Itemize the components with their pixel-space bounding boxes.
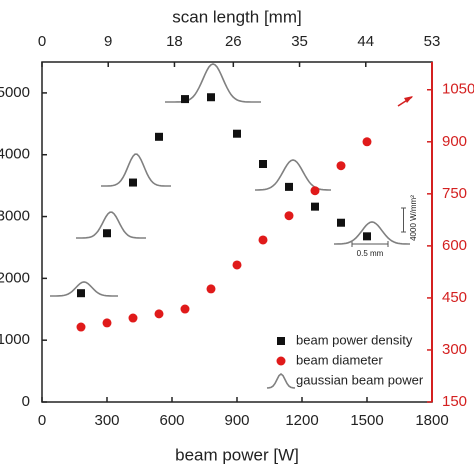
point bbox=[102, 318, 112, 328]
scale-length-label: 0.5 mm bbox=[357, 249, 384, 258]
x2-tick-label: 18 bbox=[166, 33, 183, 50]
legend-marker bbox=[276, 356, 286, 366]
y-tick-label: 4000 bbox=[0, 146, 30, 163]
x-tick-label: 0 bbox=[38, 412, 46, 429]
point bbox=[128, 313, 138, 323]
arrow-head bbox=[404, 96, 413, 103]
point bbox=[337, 218, 345, 227]
x2-tick-label: 9 bbox=[104, 33, 112, 50]
point bbox=[311, 202, 319, 211]
legend-marker bbox=[277, 337, 285, 345]
x-axis-title: beam power [W] bbox=[175, 445, 299, 464]
gaussian-curve bbox=[76, 211, 146, 239]
x-tick-label: 300 bbox=[94, 412, 119, 429]
x-tick-label: 1500 bbox=[350, 412, 383, 429]
y-tick-label: 2000 bbox=[0, 269, 30, 286]
point bbox=[285, 182, 293, 191]
x2-tick-label: 44 bbox=[357, 33, 374, 50]
point bbox=[362, 137, 372, 147]
legend-label: beam power density bbox=[296, 332, 413, 347]
y-tick-label: 5000 bbox=[0, 84, 30, 101]
point bbox=[181, 95, 189, 104]
legend-label: beam diameter bbox=[296, 352, 383, 367]
scale-bars bbox=[351, 207, 406, 247]
y2-tick-label: 300 bbox=[442, 341, 467, 358]
gaussian-curve bbox=[101, 153, 171, 187]
x2-tick-label: 35 bbox=[291, 33, 308, 50]
y-tick-label: 0 bbox=[22, 393, 30, 410]
point bbox=[310, 186, 320, 196]
y2-tick-label: 150 bbox=[442, 393, 467, 410]
point bbox=[180, 304, 190, 314]
y2-tick-label: 600 bbox=[442, 237, 467, 254]
y-tick-label: 3000 bbox=[0, 208, 30, 225]
point bbox=[284, 211, 294, 221]
y2-tick-label: 1050 bbox=[442, 81, 474, 98]
scale-power-label: 4000 W/mm² bbox=[409, 195, 418, 241]
x2-axis-title: scan length [mm] bbox=[172, 7, 301, 26]
point bbox=[232, 260, 242, 270]
gaussian-curve bbox=[50, 281, 118, 297]
legend-marker bbox=[266, 372, 296, 389]
x-tick-label: 900 bbox=[224, 412, 249, 429]
x-tick-label: 1200 bbox=[285, 412, 318, 429]
y2-tick-label: 750 bbox=[442, 185, 467, 202]
gaussian-curve bbox=[334, 221, 410, 245]
point bbox=[154, 309, 164, 319]
point bbox=[258, 235, 268, 245]
x-tick-label: 1800 bbox=[415, 412, 448, 429]
x2-tick-label: 26 bbox=[225, 33, 242, 50]
plot-frame bbox=[41, 61, 433, 403]
legend-label: gaussian beam power bbox=[296, 372, 424, 387]
point bbox=[77, 289, 85, 298]
point bbox=[207, 93, 215, 102]
y2-tick-label: 900 bbox=[442, 133, 467, 150]
x2-tick-label: 0 bbox=[38, 33, 46, 50]
point bbox=[206, 284, 216, 294]
point bbox=[129, 178, 137, 187]
point bbox=[76, 322, 86, 332]
point bbox=[233, 129, 241, 138]
point bbox=[363, 232, 371, 241]
y2-tick-label: 450 bbox=[442, 289, 467, 306]
x-tick-label: 600 bbox=[159, 412, 184, 429]
x2-tick-label: 53 bbox=[424, 33, 441, 50]
point bbox=[336, 161, 346, 171]
point bbox=[155, 132, 163, 141]
y-tick-label: 1000 bbox=[0, 331, 30, 348]
point bbox=[103, 229, 111, 238]
point bbox=[259, 160, 267, 168]
